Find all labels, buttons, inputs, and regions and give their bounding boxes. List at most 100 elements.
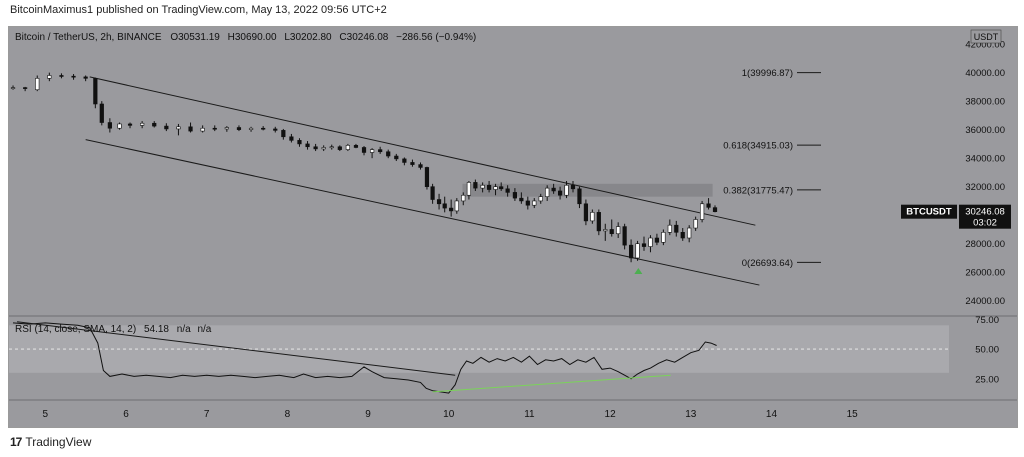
rsi-na-1: n/a [177,324,191,335]
fib-level-label: 0(26693.64) [742,258,793,269]
publish-header: BitcoinMaximus1 published on TradingView… [10,4,387,16]
open-value: 30531.19 [178,32,220,43]
low-value: 30202.80 [290,32,332,43]
candle-down [505,188,510,193]
price-tick-label: 28000.00 [965,239,1005,250]
candle-down [402,158,407,163]
price-tick-label: 36000.00 [965,125,1005,136]
close-value: 30246.08 [347,32,389,43]
price-pane: 1(39996.87) 0.618(34915.03) 0.382(31775.47… [10,68,821,286]
candle-down [236,127,242,130]
price-tick-label: 26000.00 [965,268,1005,279]
time-tick-label: 9 [365,409,371,420]
rsi-legend-label: RSI (14, close, SMA, 14, 2) [15,324,136,335]
candle-up [590,212,595,222]
candle-down [706,203,711,208]
candle-down [551,187,556,192]
rsi-tick-label: 50.00 [975,345,999,356]
symbol-legend[interactable]: Bitcoin / TetherUS, 2h, BINANCE O30531.1… [15,32,476,43]
open-label: O [170,32,178,43]
candle-up [248,127,254,130]
currency-badge[interactable] [970,29,1002,44]
low-marker-arrow-icon [634,267,643,274]
candle-up [661,232,666,243]
chart-frame: 1(39996.87) 0.618(34915.03) 0.382(31775.47… [8,26,1018,428]
candle-up [687,227,692,239]
rsi-value: 54.18 [144,324,169,335]
candle-down [674,224,679,233]
fib-level-label: 0.382(31775.47) [723,185,793,196]
candle-down [525,200,530,206]
rsi-tick-label: 25.00 [975,374,999,385]
candle-up [648,237,653,247]
symbol-name: Bitcoin / TetherUS, 2h, BINANCE [15,32,162,43]
candle-up [47,75,52,79]
last-price-symbol-box [901,204,957,219]
candle-down [418,164,423,168]
candle-down [127,123,133,126]
candle-down [609,229,614,235]
candle-down [281,130,286,138]
candle-up [532,200,537,206]
candle-up [545,187,550,197]
candle-down [641,243,647,247]
time-tick-label: 13 [685,409,697,420]
rsi-trendline [17,321,456,376]
candle-up [493,186,498,190]
candle-down [23,87,28,89]
candle-up [35,78,40,91]
candle-up [480,184,485,189]
channel-upper-line [89,76,756,226]
candle-down [577,188,582,205]
footer: 17 TradingView [10,435,91,449]
candle-up [699,203,705,220]
price-tick-label: 34000.00 [965,154,1005,165]
candle-down [297,140,302,145]
axes: 24000.0026000.0028000.0030000.0032000.00… [9,40,1017,420]
candle-down [212,127,217,130]
footer-brand: TradingView [25,435,92,449]
candle-down [622,226,627,246]
rsi-pane [9,321,949,394]
chart-canvas[interactable]: 1(39996.87) 0.618(34915.03) 0.382(31775.47… [9,27,1017,427]
currency-label: USDT [974,32,999,42]
candle-up [176,126,181,130]
rsi-divergence-line [432,374,671,393]
candle-down [337,146,342,150]
last-price-countdown: 03:02 [973,218,997,229]
candle-up [329,146,334,149]
candle-up [667,224,672,233]
candle-down [449,207,454,212]
candle-up [10,87,16,89]
candle-down [486,184,492,190]
candle-down [430,186,435,200]
price-tick-label: 42000.00 [965,40,1005,51]
candle-down [424,167,430,187]
candle-down [436,199,442,205]
candle-down [353,145,359,148]
fib-level-label: 1(39996.87) [742,68,793,79]
candle-up [321,147,326,150]
candle-down [519,197,524,202]
candle-down [557,190,563,196]
channel-lower-line [85,139,760,286]
candle-down [570,184,576,190]
candle-up [564,184,569,196]
candle-up [461,194,466,202]
time-tick-label: 12 [605,409,617,420]
candle-up [693,219,698,229]
candle-down [83,76,88,79]
last-price-value-box [959,204,1011,229]
candle-up [200,127,205,132]
candle-up [345,145,350,150]
candle-down [680,232,685,239]
high-value: 30690.00 [235,32,277,43]
candle-up [117,123,122,129]
time-tick-label: 7 [204,409,210,420]
candle-up [616,226,621,235]
price-tick-label: 24000.00 [965,296,1005,307]
last-price-symbol: BTCUSDT [906,207,952,218]
candle-down [289,136,294,141]
candle-down [59,75,64,77]
rsi-legend[interactable]: RSI (14, close, SMA, 14, 2) 54.18 n/a n/… [15,324,212,335]
